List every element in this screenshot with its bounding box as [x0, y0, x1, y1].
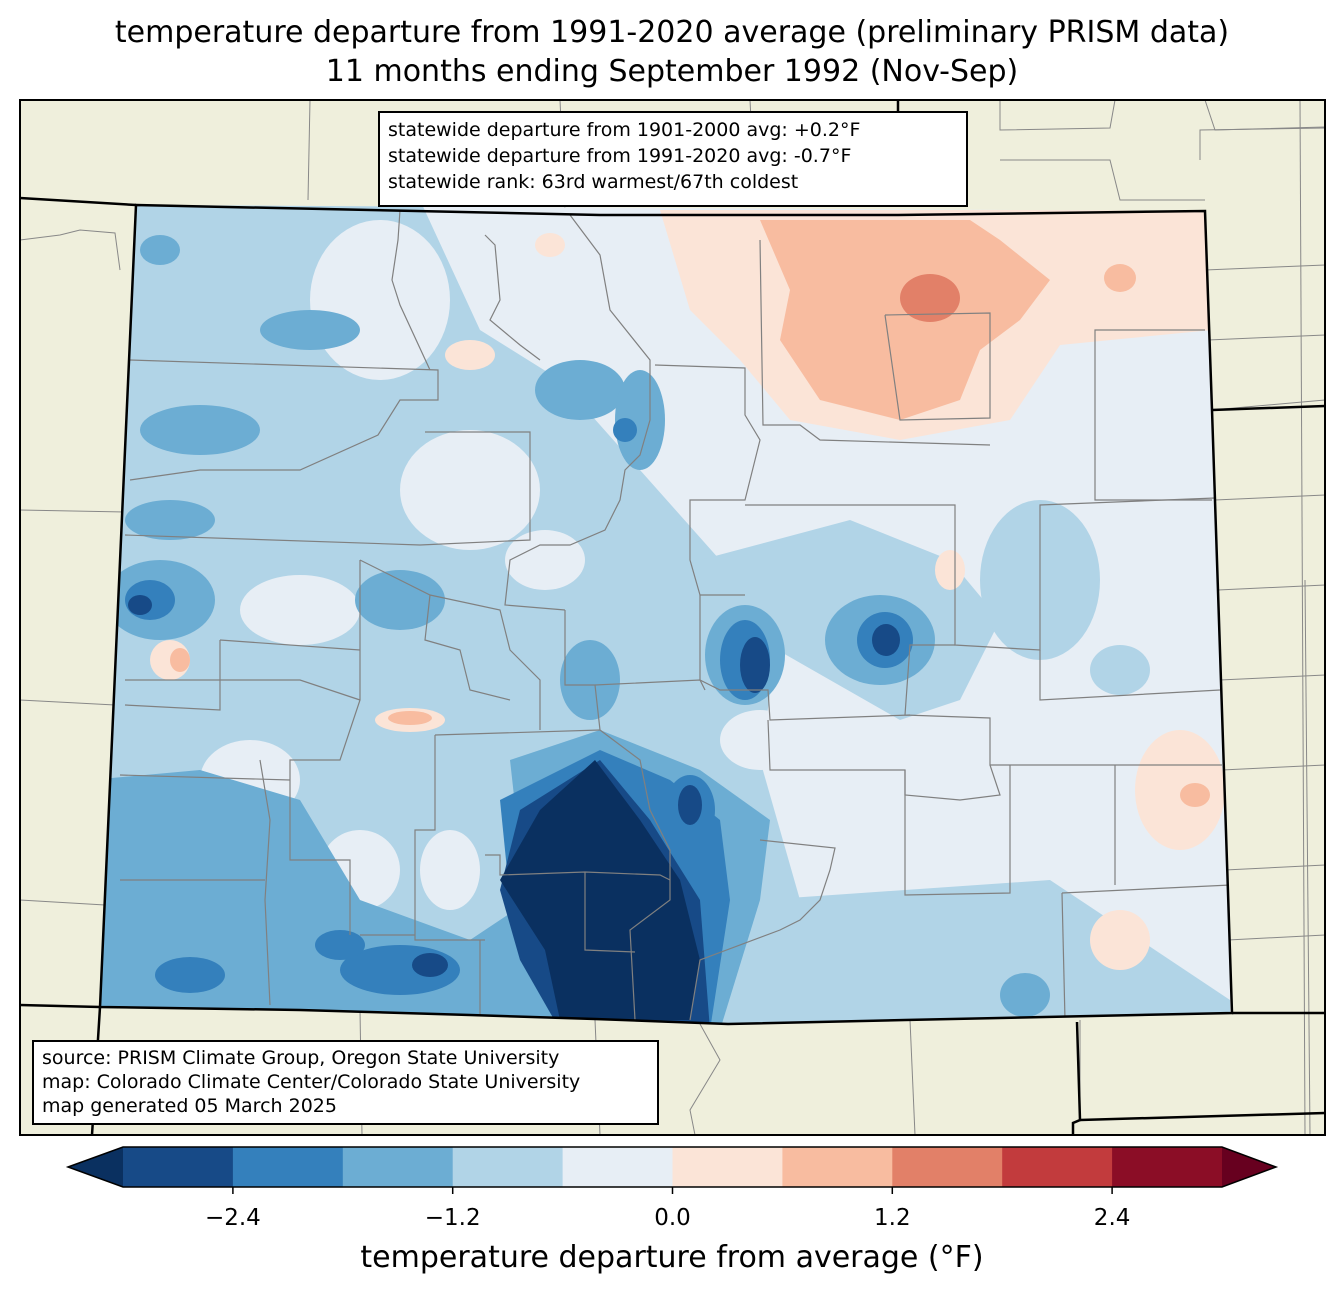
colorbar-bin — [1112, 1147, 1223, 1187]
colorbar-bin — [782, 1147, 893, 1187]
colorbar-bin — [672, 1147, 783, 1187]
colorbar-tick-label: 0.0 — [654, 1205, 691, 1231]
colorbar-bin — [892, 1147, 1003, 1187]
colorbar-over-arrow — [1222, 1147, 1276, 1187]
stats-rank: statewide rank: 63rd warmest/67th coldes… — [388, 171, 799, 193]
colorbar-bin — [232, 1147, 344, 1187]
colorbar — [65, 1146, 1279, 1194]
map-frame — [19, 99, 1326, 1136]
colorbar-bin — [342, 1147, 454, 1187]
map-title-line1: temperature departure from 1991-2020 ave… — [114, 15, 1230, 50]
colorbar-tick-label: 1.2 — [874, 1205, 911, 1231]
colorbar-bin — [1002, 1147, 1113, 1187]
colorbar-tick-label: −2.4 — [204, 1205, 261, 1231]
statewide-stats-box: statewide departure from 1901-2000 avg: … — [378, 111, 968, 207]
colorbar-bin — [562, 1147, 673, 1187]
source-box: source: PRISM Climate Group, Oregon Stat… — [32, 1040, 659, 1125]
colorbar-label: temperature departure from average (°F) — [360, 1240, 984, 1275]
temperature-field — [100, 205, 1232, 1024]
colorbar-bin — [123, 1147, 234, 1187]
generated-date-line: map generated 05 March 2025 — [42, 1095, 337, 1117]
map-title-line2: 11 months ending September 1992 (Nov-Sep… — [325, 54, 1019, 89]
colorbar-tick-label: 2.4 — [1093, 1205, 1131, 1231]
colorado-county-lines — [119, 209, 1231, 1021]
colorado-state-border — [98, 203, 1234, 1026]
stats-departure-1901-2000: statewide departure from 1901-2000 avg: … — [388, 119, 861, 141]
source-line: source: PRISM Climate Group, Oregon Stat… — [42, 1047, 560, 1069]
colorbar-under-arrow — [68, 1147, 123, 1187]
map-credit-line: map: Colorado Climate Center/Colorado St… — [42, 1071, 581, 1093]
colorbar-tick-label: −1.2 — [424, 1205, 481, 1231]
stats-departure-1991-2020: statewide departure from 1991-2020 avg: … — [388, 145, 852, 167]
colorbar-outline — [65, 1146, 1279, 1188]
colorbar-bin — [452, 1147, 564, 1187]
